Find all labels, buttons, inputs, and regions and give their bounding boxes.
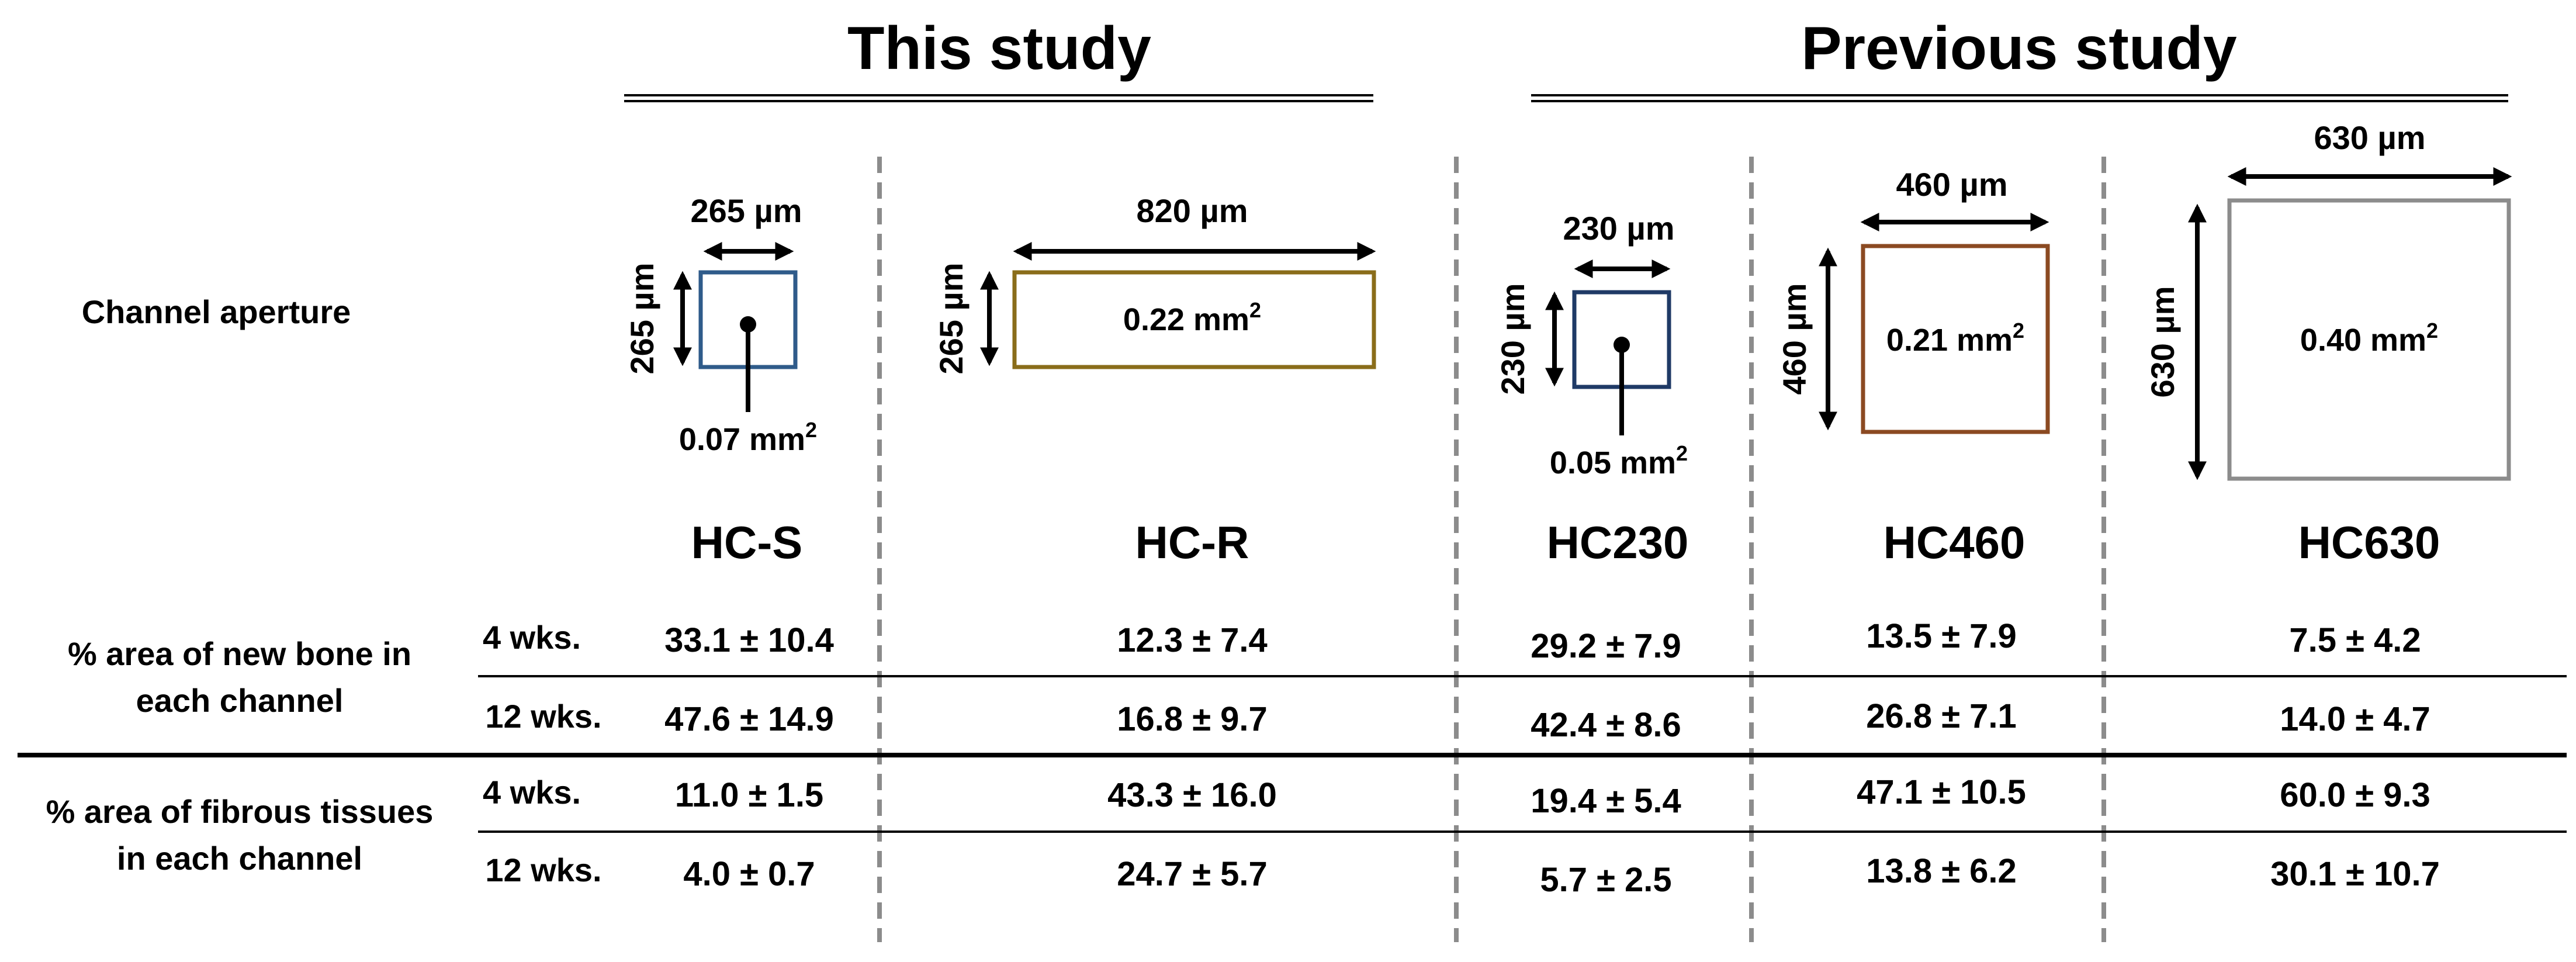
model-name-hc460: HC460 (1883, 517, 2026, 568)
channel-aperture-label: Channel aperture (82, 293, 351, 330)
cell-hc630-fibrous-4: 60.0 ± 9.3 (2280, 776, 2430, 814)
hc630-aperture: 630 µm 630 µm 0.40 mm2 (2144, 119, 2512, 481)
cell-hc230-bone-4: 29.2 ± 7.9 (1531, 627, 1681, 665)
cell-hc230-fibrous-12: 5.7 ± 2.5 (1540, 861, 1671, 899)
previous-study-title: Previous study (1801, 15, 2237, 82)
this-study-title: This study (847, 15, 1151, 82)
fibrous-label-line1: % area of fibrous tissues (46, 793, 434, 830)
hc-s-area-label: 0.07 mm2 (679, 418, 817, 457)
hc460-area-label: 0.21 mm2 (1886, 319, 2024, 358)
hc230-aperture: 230 µm 230 µm 0.05 mm2 (1494, 210, 1688, 480)
cell-hc230-bone-12: 42.4 ± 8.6 (1531, 706, 1681, 744)
model-name-hc230: HC230 (1547, 517, 1689, 568)
fibrous-label-line2: in each channel (117, 840, 362, 877)
hc-r-area-label: 0.22 mm2 (1123, 298, 1261, 337)
cell-hc230-fibrous-4: 19.4 ± 5.4 (1531, 782, 1681, 820)
hc-r-aperture: 820 µm 265 µm 0.22 mm2 (933, 192, 1376, 375)
cell-hc-s-bone-12: 47.6 ± 14.9 (664, 700, 834, 738)
hc230-area-label: 0.05 mm2 (1550, 441, 1688, 480)
cell-hc-r-fibrous-12: 24.7 ± 5.7 (1117, 855, 1268, 893)
hc460-aperture: 460 µm 460 µm 0.21 mm2 (1776, 166, 2050, 434)
new-bone-label-line2: each channel (136, 682, 344, 719)
hc630-channel-square (2227, 198, 2511, 481)
hc-r-width-label: 820 µm (1136, 192, 1248, 229)
hc460-width-label: 460 µm (1896, 166, 2007, 203)
cell-hc-s-fibrous-12: 4.0 ± 0.7 (683, 855, 815, 893)
hc-s-aperture: 265 µm 265 µm 0.07 mm2 (624, 192, 817, 457)
cell-hc-r-bone-4: 12.3 ± 7.4 (1117, 621, 1268, 659)
week-label-4-fibrous: 4 wks. (483, 774, 581, 811)
new-bone-label-line1: % area of new bone in (68, 635, 411, 672)
hc630-height-label: 630 µm (2144, 286, 2181, 397)
cell-hc-r-fibrous-4: 43.3 ± 16.0 (1107, 776, 1277, 814)
column-separators (877, 157, 2106, 942)
hc-s-width-label: 265 µm (690, 192, 802, 229)
hc-r-channel-rect (1012, 270, 1376, 369)
cell-hc-r-bone-12: 16.8 ± 9.7 (1117, 700, 1268, 738)
hc-r-height-label: 265 µm (933, 262, 970, 374)
cell-hc460-bone-12: 26.8 ± 7.1 (1866, 697, 2017, 735)
week-label-4-bone: 4 wks. (483, 619, 581, 656)
cell-hc630-bone-4: 7.5 ± 4.2 (2289, 621, 2421, 659)
week-label-12-bone: 12 wks. (485, 698, 601, 735)
hc460-height-label: 460 µm (1776, 283, 1813, 395)
model-name-hc-r: HC-R (1135, 517, 1249, 568)
cell-hc630-bone-12: 14.0 ± 4.7 (2280, 700, 2430, 738)
model-name-hc-s: HC-S (691, 517, 803, 568)
cell-hc460-fibrous-12: 13.8 ± 6.2 (1866, 852, 2017, 890)
hc630-width-label: 630 µm (2314, 119, 2425, 156)
hc230-height-label: 230 µm (1494, 283, 1531, 395)
cell-hc460-fibrous-4: 47.1 ± 10.5 (1857, 773, 2026, 811)
model-name-hc630: HC630 (2298, 517, 2440, 568)
cell-hc630-fibrous-12: 30.1 ± 10.7 (2270, 855, 2440, 893)
week-label-12-fibrous: 12 wks. (485, 852, 601, 888)
hc230-width-label: 230 µm (1563, 210, 1674, 247)
hc-s-height-label: 265 µm (624, 262, 660, 374)
cell-hc-s-fibrous-4: 11.0 ± 1.5 (675, 776, 823, 814)
cell-hc460-bone-4: 13.5 ± 7.9 (1866, 617, 2017, 655)
hc460-channel-square (1861, 244, 2050, 434)
hc630-area-label: 0.40 mm2 (2300, 319, 2438, 358)
cell-hc-s-bone-4: 33.1 ± 10.4 (664, 621, 834, 659)
